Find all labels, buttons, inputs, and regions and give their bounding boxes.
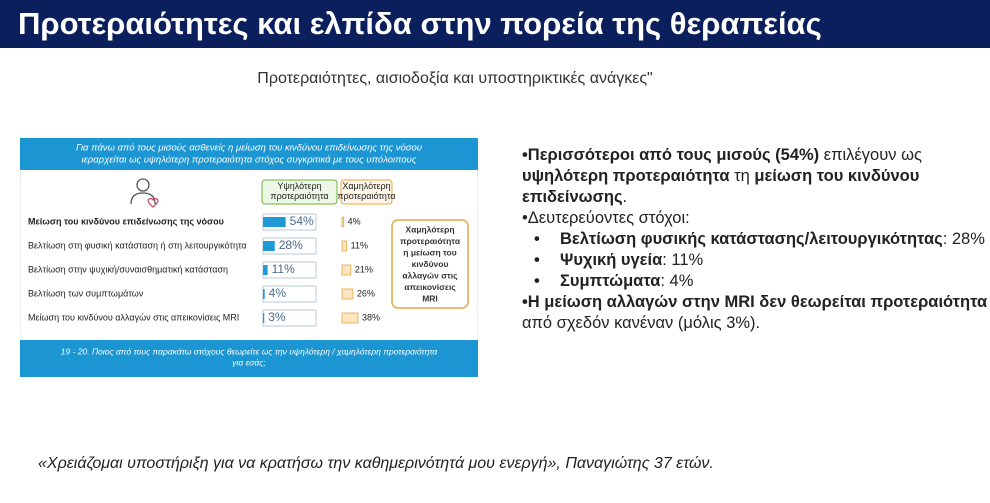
panel-banner	[20, 138, 478, 170]
panel-footer	[20, 340, 478, 377]
value-label: 38%	[362, 312, 380, 322]
bullet: • Συμπτώματα: 4%	[534, 272, 694, 290]
bullet: •Περισσότεροι από τους μισούς (54%) επιλ…	[522, 145, 988, 208]
annotation-box	[391, 219, 469, 309]
annotation-text: MRI	[422, 293, 438, 303]
bullet-text: από σχεδόν κανέναν (μόλις 3%).	[522, 314, 761, 332]
annotation-text: Χαμηλότερη	[405, 224, 454, 234]
subtitle: Προτεραιότητες, αισιοδοξία και υποστηρικ…	[257, 70, 653, 87]
category-label: Μείωση του κινδύνου αλλαγών στις απεικον…	[28, 312, 239, 322]
bullet-text: επιλέγουν ως	[819, 146, 922, 164]
bar	[341, 288, 354, 300]
annotation-text: αλλαγών στις	[402, 270, 458, 280]
category-label: Βελτίωση στη φυσική κατάσταση ή στη λειτ…	[28, 240, 247, 250]
bullet-text: : 28%	[942, 230, 985, 248]
annotation-text: κινδύνου	[412, 259, 449, 269]
bullet: •Η μείωση αλλαγών στην MRI δεν θεωρείται…	[522, 292, 988, 334]
bullet-text: •Δευτερεύοντες στόχοι:	[522, 209, 690, 227]
bullet-text: τη	[729, 167, 755, 185]
bar	[263, 217, 286, 227]
bar	[263, 265, 268, 275]
bar	[341, 264, 352, 276]
bar	[341, 312, 359, 324]
value-label: 4%	[269, 286, 287, 300]
value-label: 28%	[279, 238, 303, 252]
bullet: •Δευτερεύοντες στόχοι:	[522, 208, 988, 229]
bullet-text: μείωση του κινδύνου επιδείνωσης	[522, 167, 920, 206]
value-label: 54%	[290, 214, 314, 228]
bullet: • Ψυχική υγεία: 11%	[534, 251, 704, 269]
header-title: Προτεραιότητες και ελπίδα στην πορεία τη…	[18, 6, 822, 41]
bullet-text: Βελτίωση φυσικής κατάστασης/λειτουργικότ…	[560, 230, 943, 248]
value-label: 26%	[357, 288, 375, 298]
legend-label: Υψηλότερη προτεραιότητα	[270, 181, 328, 201]
value-label: 4%	[348, 216, 361, 226]
person-icon	[130, 178, 159, 208]
legend-box-low	[340, 179, 393, 205]
annotation-text: προτεραιότητα	[400, 236, 461, 246]
value-label: 11%	[351, 240, 368, 250]
panel-note: για εσάς;	[232, 357, 266, 367]
bullet-text: Ψυχική υγεία	[560, 251, 663, 269]
bullet-text: : 4%	[660, 272, 694, 290]
category-label: Βελτίωση των συμπτωμάτων	[28, 288, 144, 298]
bar	[263, 289, 265, 299]
category-label: Μείωση του κινδύνου επιδείνωσης της νόσο…	[28, 216, 224, 226]
panel-title: ιεραρχείται ως υψηλότερη προτεραιότητα σ…	[81, 155, 416, 166]
value-label: 11%	[272, 262, 295, 276]
legend-label: Χαμηλότερη προτεραιότητα	[337, 181, 395, 201]
bar	[263, 313, 265, 323]
bullet: • Βελτίωση φυσικής κατάστασης/λειτουργικό…	[534, 230, 985, 248]
category-label: Βελτίωση στην ψυχική/συναισθηματική κατά…	[28, 264, 228, 274]
bullet-text: υψηλότερη προτεραιότητα	[522, 167, 730, 185]
header-bar: Προτεραιότητες και ελπίδα στην πορεία τη…	[0, 0, 990, 48]
panel-title: Για πάνω από τους μισούς ασθενείς η μείω…	[76, 143, 422, 154]
bullet-text: •Περισσότεροι από τους μισούς (54%)	[522, 146, 820, 164]
bullet-text: Συμπτώματα	[560, 272, 661, 290]
panel-note: 19 - 20. Ποιος από τους παρακάτω στόχους…	[61, 346, 439, 356]
value-label: 21%	[355, 264, 373, 274]
bar	[341, 240, 348, 252]
bullet-list: •Περισσότεροι από τους μισούς (54%) επιλ…	[522, 145, 988, 334]
bar	[263, 241, 275, 251]
bullet-text: •Η μείωση αλλαγών στην MRI δεν θεωρείται…	[522, 293, 988, 311]
legend-box-high	[261, 179, 338, 205]
bar	[341, 216, 345, 228]
annotation-text: απεικονίσεις	[404, 282, 456, 292]
value-label: 3%	[268, 310, 286, 324]
quote: «Χρειάζομαι υποστήριξη για να κρατήσω τη…	[38, 455, 714, 472]
bullet-text: .	[622, 188, 628, 206]
bullet-text: : 11%	[662, 251, 704, 269]
chart-panel: Για πάνω από τους μισούς ασθενείς η μείω…	[20, 138, 478, 377]
annotation-text: η μείωση του	[403, 247, 456, 257]
